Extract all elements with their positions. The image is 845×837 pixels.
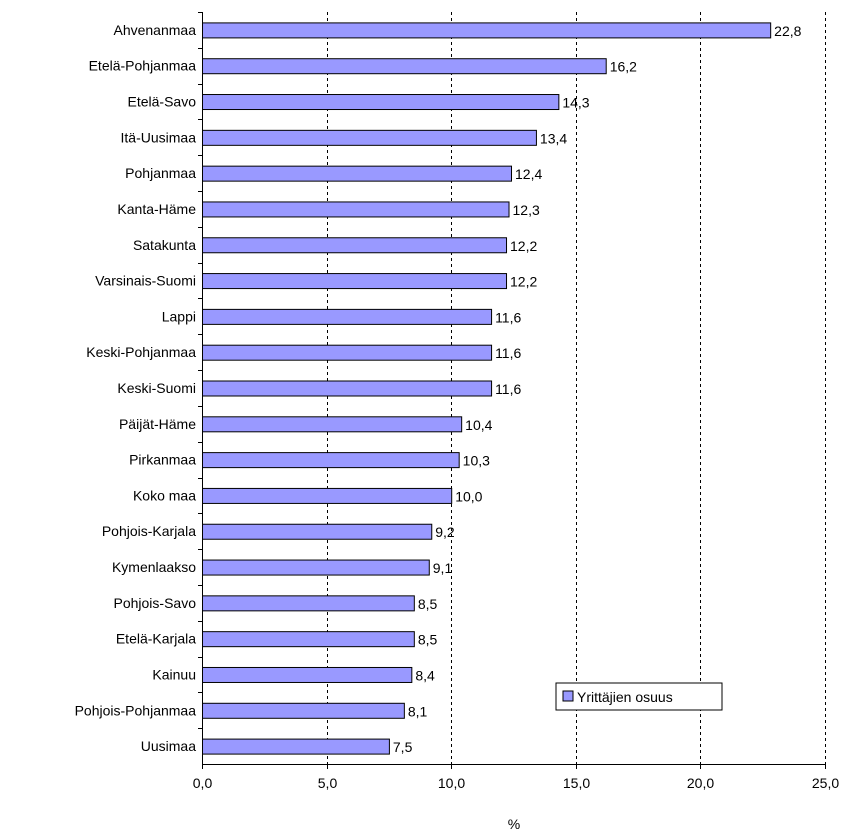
bar [202,22,772,39]
x-tick-label: 0,0 [193,775,213,791]
category-label: Kymenlaakso [112,559,196,575]
value-label: 22,8 [774,23,801,39]
value-label: 14,3 [562,95,589,111]
value-label: 16,2 [610,59,637,75]
x-tick-label: 5,0 [318,775,338,791]
category-label: Ahvenanmaa [113,22,196,38]
value-label: 12,3 [513,202,540,218]
bar [202,273,508,290]
category-label: Keski-Pohjanmaa [86,344,196,360]
value-label: 10,3 [463,453,490,469]
category-label: Pohjanmaa [125,165,196,181]
category-label: Kainuu [152,666,196,682]
category-label: Etelä-Karjala [116,631,196,647]
value-label: 11,6 [495,345,521,361]
category-label: Keski-Suomi [117,380,196,396]
value-label: 8,5 [418,596,438,612]
legend-box [555,682,723,711]
category-label: Päijät-Häme [119,416,196,432]
value-label: 12,2 [510,274,537,290]
value-label: 8,1 [408,703,428,719]
value-label: 8,4 [415,667,435,683]
bar [202,58,607,75]
value-label: 8,5 [418,632,438,648]
bar [202,523,433,540]
category-label: Uusimaa [141,738,196,754]
bar [202,201,510,218]
value-label: 7,5 [393,739,413,755]
bar [202,416,463,433]
bar [202,237,508,254]
axis-layer [198,12,826,769]
x-tick-label: 15,0 [563,775,590,791]
x-axis-title: % [508,816,520,832]
category-label: Kanta-Häme [117,201,196,217]
x-tick-label: 10,0 [438,775,465,791]
category-label: Pohjois-Savo [114,595,197,611]
category-label: Pirkanmaa [129,452,196,468]
value-label: 10,0 [455,488,482,504]
category-label: Etelä-Savo [128,94,197,110]
value-label: 10,4 [465,417,492,433]
category-label: Itä-Uusimaa [121,129,197,145]
bar [202,165,513,182]
label-layer: Ahvenanmaa 22,8 Etelä-Pohjanmaa 16,2 Etelä-S… [75,22,840,791]
value-label: 9,2 [435,524,455,540]
bar [202,666,413,683]
category-label: Pohjois-Pohjanmaa [75,702,197,718]
bar [202,738,390,755]
value-label: 12,4 [515,166,542,182]
x-tick-label: 20,0 [687,775,714,791]
bar [202,344,493,361]
bar [202,380,493,397]
value-label: 13,4 [540,130,567,146]
category-label: Koko maa [133,487,196,503]
bar [202,702,405,719]
bar-layer [202,22,772,755]
legend-label: Yrittäjien osuus [577,689,673,705]
bar [202,308,493,325]
category-label: Satakunta [133,237,196,253]
bar [202,487,453,504]
x-tick-label: 25,0 [812,775,839,791]
value-label: 11,6 [495,381,521,397]
bar [202,595,415,612]
bar [202,559,430,576]
value-label: 12,2 [510,238,537,254]
category-label: Lappi [162,308,196,324]
legend: Yrittäjien osuus [555,682,723,711]
bar [202,452,460,469]
value-label: 11,6 [495,309,521,325]
category-label: Varsinais-Suomi [95,273,196,289]
bar [202,631,415,648]
value-label: 9,1 [433,560,453,576]
bar [202,94,560,111]
category-label: Etelä-Pohjanmaa [89,58,197,74]
category-label: Pohjois-Karjala [102,523,196,539]
bar [202,129,537,146]
legend-swatch [562,690,574,702]
